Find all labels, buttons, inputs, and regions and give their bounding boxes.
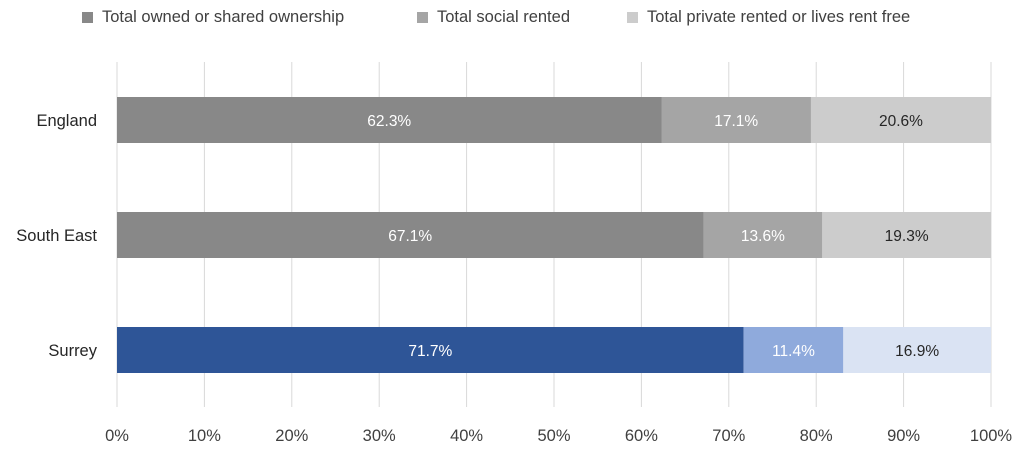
legend-label-private: Total private rented or lives rent free — [647, 8, 911, 26]
x-tick-label: 40% — [450, 427, 483, 445]
legend-label-owned: Total owned or shared ownership — [102, 8, 345, 26]
x-tick-label: 30% — [363, 427, 396, 445]
legend-swatch-private — [627, 12, 638, 23]
bar-segment — [843, 327, 991, 373]
x-tick-label: 20% — [275, 427, 308, 445]
bar-segment — [117, 97, 662, 143]
bar-segment — [822, 212, 991, 258]
category-label: South East — [16, 227, 97, 245]
x-tick-label: 60% — [625, 427, 658, 445]
data-label: 13.6% — [741, 228, 785, 245]
data-label: 16.9% — [895, 343, 939, 360]
category-label: England — [36, 112, 97, 130]
data-label: 20.6% — [879, 113, 923, 130]
data-label: 71.7% — [408, 343, 452, 360]
x-tick-label: 0% — [105, 427, 129, 445]
bar-segment — [743, 327, 844, 373]
legend: Total owned or shared ownership Total so… — [0, 0, 1024, 36]
legend-label-social: Total social rented — [437, 8, 570, 26]
x-tick-label: 90% — [887, 427, 920, 445]
x-tick-label: 50% — [537, 427, 570, 445]
legend-item-owned: Total owned or shared ownership — [82, 8, 344, 27]
bar-segment — [117, 327, 744, 373]
legend-swatch-social — [417, 12, 428, 23]
data-label: 19.3% — [885, 228, 929, 245]
data-label: 67.1% — [388, 228, 432, 245]
data-label: 62.3% — [367, 113, 411, 130]
legend-item-private: Total private rented or lives rent free — [627, 8, 910, 27]
x-tick-label: 10% — [188, 427, 221, 445]
x-tick-label: 80% — [800, 427, 833, 445]
x-tick-label: 70% — [712, 427, 745, 445]
bar-segment — [810, 97, 991, 143]
category-label: Surrey — [48, 342, 97, 360]
data-label: 11.4% — [772, 343, 815, 360]
bar-segment — [661, 97, 811, 143]
data-label: 17.1% — [714, 113, 758, 130]
x-tick-label: 100% — [970, 427, 1013, 445]
bar-segment — [117, 212, 704, 258]
bar-segment — [703, 212, 823, 258]
legend-item-social: Total social rented — [417, 8, 570, 27]
legend-swatch-owned — [82, 12, 93, 23]
